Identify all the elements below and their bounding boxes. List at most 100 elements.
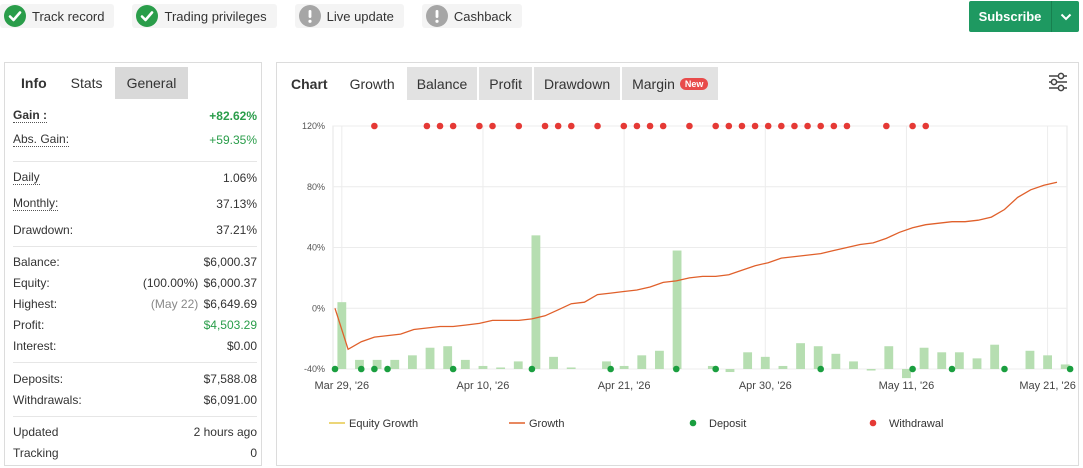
tab-profit[interactable]: Profit [479,67,532,100]
stats-tabs: Info Stats General [5,63,261,99]
deposit-point [673,365,680,373]
stat-monthly: Monthly: 37.13% [13,195,257,213]
legend-deposit-swatch [689,419,697,427]
tab-growth[interactable]: Growth [339,67,405,100]
stat-value: $7,588.08 [203,372,257,386]
stat-label: Profit: [13,318,45,332]
withdrawal-point [659,122,667,130]
withdrawal-point [449,122,457,130]
check-circle-icon [136,5,159,27]
bar [496,367,506,369]
badge-live-update[interactable]: Live update [294,4,404,28]
bar [707,365,717,369]
withdrawal-point [804,122,811,130]
legend-withdrawal-swatch [869,419,877,427]
bar [390,359,400,369]
stat-abs-gain: Abs. Gain: +59.35% [13,131,257,149]
tab-balance[interactable]: Balance [406,67,478,100]
x-tick-label: Mar 29, '26 [314,380,369,392]
divider [13,416,257,417]
stat-value: +59.35% [209,133,257,147]
exclamation-circle-icon [425,5,448,27]
deposit-point [371,365,378,373]
withdrawal-point [686,122,693,130]
stat-value: $6,000.37 [203,276,257,290]
stat-value: $6,091.00 [203,393,257,407]
stat-profit: Profit: $4,503.29 [13,316,257,334]
tab-drawdown[interactable]: Drawdown [533,67,621,100]
badge-label: Track record [32,8,105,24]
bar [813,346,823,369]
chevron-down-icon[interactable] [1052,1,1079,32]
x-tick-label: May 21, '26 [1019,380,1076,392]
growth-chart: 120% 80% 40% 0% -40% Mar 29, '26 Apr 10, '26 Ap… [302,121,1076,430]
y-tick-label: 120% [302,121,325,131]
stat-daily: Daily 1.06% [13,169,257,187]
legend-deposit-label: Deposit [709,418,746,430]
deposit-point [1066,365,1074,373]
bar [655,350,664,369]
badge-track-record[interactable]: Track record [0,4,115,28]
stat-value: $4,503.29 [203,318,257,332]
chart-tabs-label: Chart [281,67,338,100]
deposit-point [384,365,391,373]
x-tick-label: May 11, '26 [879,380,935,392]
withdrawal-point [489,122,496,130]
stat-label: Equity: [13,276,50,290]
divider [13,246,257,247]
stat-highest: Highest: (May 22) $6,649.69 [13,295,257,313]
bar [796,343,805,369]
withdrawal-point [633,122,641,130]
exclamation-circle-icon [298,5,321,27]
withdrawal-point [476,122,483,130]
x-tick-label: Apr 10, '26 [457,380,510,392]
stats-panel: Info Stats General Gain : +82.62% Abs. Ga… [4,62,262,466]
tab-general[interactable]: General [114,67,189,99]
bar [478,365,488,369]
bar [954,352,964,369]
badge-trading-privileges[interactable]: Trading privileges [132,4,277,28]
bar [831,353,841,369]
withdrawal-point [515,122,523,130]
new-badge: New [679,77,709,90]
bar [919,347,929,369]
bar [425,347,435,369]
badge-cashback[interactable]: Cashback [421,4,522,28]
deposit-point [528,365,536,373]
deposit-point [607,365,614,373]
stat-label[interactable]: Gain : [13,108,48,123]
bar [743,352,753,369]
tab-info[interactable]: Info [21,75,47,91]
withdrawal-point [791,122,798,130]
sliders-icon[interactable] [1047,71,1069,93]
deposit-point [449,365,457,373]
bar [1025,350,1035,369]
tab-margin[interactable]: Margin New [622,67,719,100]
stat-value: +82.62% [209,109,257,123]
bar [337,302,347,369]
chart-tabs: Chart Growth Balance Profit Drawdown Mar… [281,67,720,100]
x-tick-label: Apr 21, '26 [598,380,651,392]
stat-gain: Gain : +82.62% [13,107,257,125]
stat-label[interactable]: Monthly: [13,196,59,211]
deposit-point [357,365,365,373]
stat-label[interactable]: Abs. Gain: [13,132,70,147]
divider [13,362,257,363]
deposit-point [948,365,956,373]
bar [778,365,788,369]
bar [372,359,382,369]
stat-value: $6,000.37 [203,255,257,269]
stat-label: Tracking [13,446,59,460]
status-badges: Track record Trading privileges Live upd… [0,4,540,28]
subscribe-button[interactable]: Subscribe [969,1,1079,32]
stat-label: Deposits: [13,372,64,386]
withdrawal-point [830,122,838,130]
stat-label: Balance: [13,255,60,269]
stat-label[interactable]: Daily [13,170,40,185]
legend-growth-label: Growth [529,418,564,430]
tab-stats[interactable]: Stats [58,67,115,99]
tab-margin-label: Margin [632,75,675,92]
deposit-point [1001,365,1008,373]
subscribe-divider [1051,1,1052,32]
stat-value: 37.13% [216,197,257,211]
